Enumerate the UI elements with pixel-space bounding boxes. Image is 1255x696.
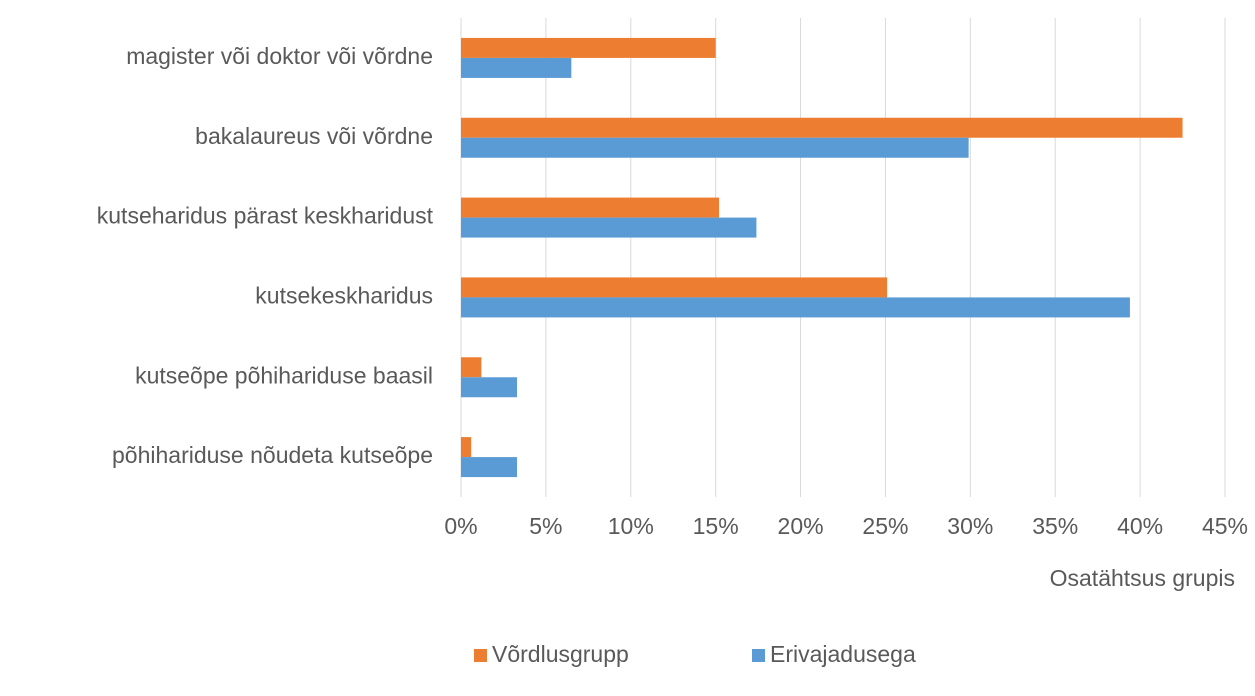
bar xyxy=(461,377,518,398)
bar xyxy=(461,117,1183,138)
y-tick-label: magister või doktor või võrdne xyxy=(126,43,433,69)
x-tick-label: 5% xyxy=(529,513,562,539)
bar xyxy=(461,437,472,458)
bar xyxy=(461,57,572,78)
legend-swatch xyxy=(752,649,765,662)
legend-label: Erivajadusega xyxy=(770,641,916,667)
y-tick-label: põhihariduse nõudeta kutseõpe xyxy=(112,442,433,468)
bar xyxy=(461,297,1130,318)
y-tick-label: kutseõpe põhihariduse baasil xyxy=(135,362,433,388)
bar xyxy=(461,197,720,218)
bar xyxy=(461,137,969,158)
x-tick-label: 30% xyxy=(947,513,993,539)
y-tick-label: kutseharidus pärast keskharidust xyxy=(97,203,434,229)
bar xyxy=(461,37,716,58)
x-tick-label: 15% xyxy=(693,513,739,539)
y-tick-label: kutsekeskharidus xyxy=(255,282,433,308)
x-tick-label: 20% xyxy=(778,513,824,539)
x-tick-label: 35% xyxy=(1032,513,1078,539)
x-tick-label: 40% xyxy=(1117,513,1163,539)
x-axis-title: Osatähtsus grupis xyxy=(1050,565,1235,591)
x-tick-label: 0% xyxy=(444,513,477,539)
bar xyxy=(461,457,518,478)
bar xyxy=(461,277,888,298)
legend-swatch xyxy=(474,649,487,662)
bar xyxy=(461,357,482,378)
legend-label: Võrdlusgrupp xyxy=(492,641,629,667)
x-tick-label: 45% xyxy=(1202,513,1248,539)
y-tick-label: bakalaureus või võrdne xyxy=(195,123,433,149)
x-tick-label: 25% xyxy=(862,513,908,539)
bar xyxy=(461,217,757,238)
x-tick-label: 10% xyxy=(608,513,654,539)
